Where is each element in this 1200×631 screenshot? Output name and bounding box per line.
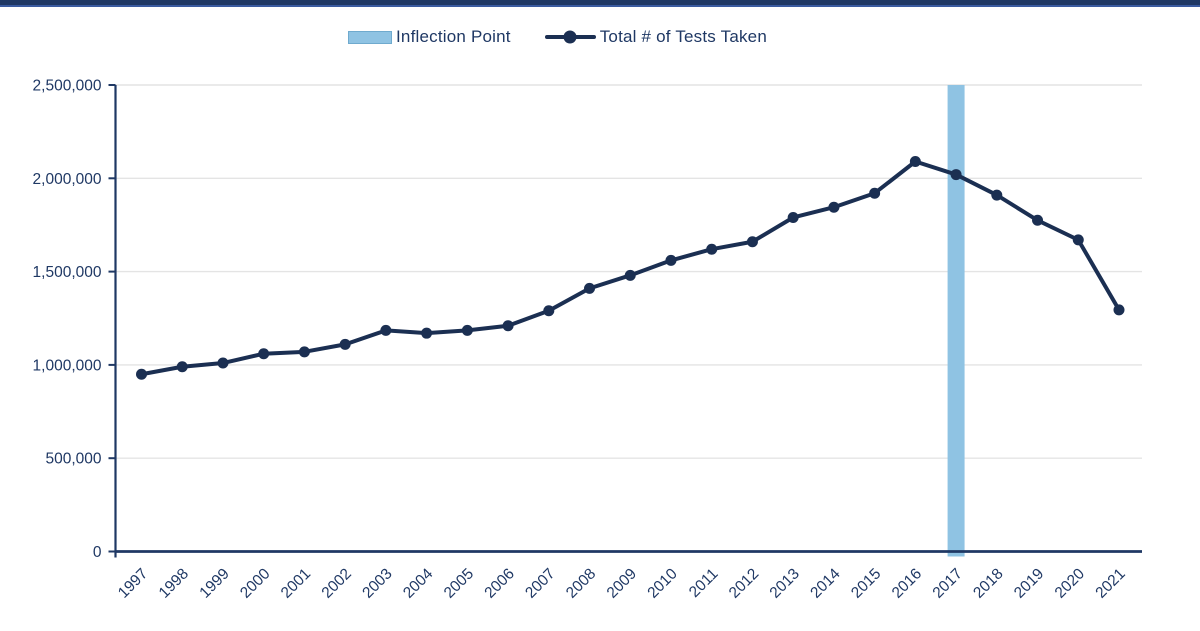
x-tick-label: 2012 [726,565,762,601]
line-marker-dot [563,30,577,44]
line-marker-swatch [544,30,596,44]
data-point [217,357,229,369]
data-point [1113,304,1125,316]
data-point [421,327,433,339]
legend-label-inflection-point: Inflection Point [396,27,511,46]
x-tick-label: 2015 [848,565,884,601]
legend-label-total-tests: Total # of Tests Taken [599,27,767,46]
x-tick-label: 2002 [319,565,355,601]
y-tick-label: 500,000 [45,451,101,468]
data-point [706,243,718,255]
data-point [176,361,188,373]
data-point [136,368,147,380]
data-point [991,189,1003,201]
data-point [380,324,392,336]
data-point [828,201,840,213]
x-tick-label: 1997 [115,565,151,601]
x-tick-label: 2001 [278,565,314,601]
x-tick-label: 2004 [400,565,437,602]
x-tick-label: 1998 [156,565,192,601]
data-point [461,324,473,336]
data-point [298,346,310,358]
x-tick-label: 2019 [1011,565,1047,601]
x-tick-label: 2010 [644,565,681,602]
data-point [909,156,921,168]
x-tick-label: 2018 [970,565,1006,601]
x-tick-label: 1999 [196,565,232,601]
total-tests-line [139,159,1121,377]
x-tick-label: 2021 [1092,565,1128,601]
x-tick-label: 2006 [481,565,517,601]
data-point [869,187,881,199]
x-tick-label: 2008 [563,565,599,601]
x-tick-label: 2011 [686,565,722,601]
data-point [624,269,636,281]
x-tick-label: 2020 [1052,565,1089,602]
y-tick-label: 0 [93,544,102,561]
data-point [787,211,799,223]
data-point [1032,214,1044,226]
y-tick-label: 1,000,000 [33,357,102,374]
y-tick-label: 2,500,000 [33,78,102,95]
chart-legend: Inflection Point Total # of Tests Taken [348,27,767,47]
legend-item-inflection-point: Inflection Point [348,27,511,47]
data-point [339,338,351,350]
x-tick-label: 2014 [807,565,844,602]
legend-item-total-tests: Total # of Tests Taken [544,27,767,47]
data-point [1072,234,1084,246]
x-tick-label: 2009 [604,565,640,601]
x-tick-label: 2007 [522,565,558,601]
data-point [584,282,596,294]
top-border-bar [0,0,1200,7]
inflection-point-swatch [348,30,392,44]
data-point [543,305,555,317]
data-point [502,320,514,332]
x-tick-label: 2000 [237,565,274,602]
x-tick-label: 2017 [930,565,966,601]
data-point [665,254,677,266]
y-tick-label: 2,000,000 [33,171,102,188]
data-point [258,348,270,360]
x-tick-label: 2016 [889,565,925,601]
data-point [746,236,758,248]
x-tick-label: 2005 [441,565,477,601]
inflection-band [947,85,965,557]
x-tick-label: 2003 [359,565,395,601]
y-tick-label: 1,500,000 [33,264,102,281]
data-point [950,169,962,181]
x-tick-label: 2013 [767,565,803,601]
